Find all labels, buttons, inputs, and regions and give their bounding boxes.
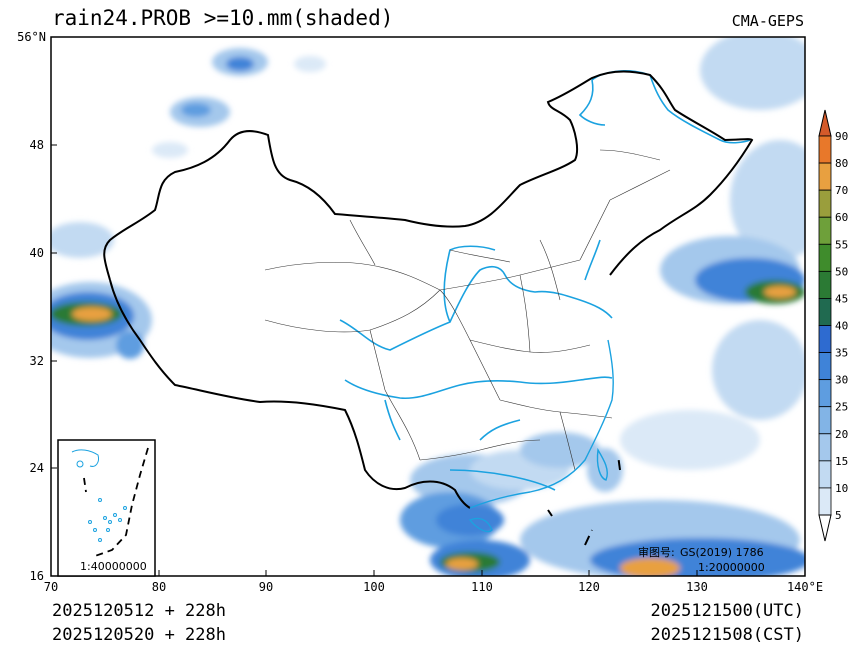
colorbar-top-arrow [818, 109, 832, 137]
colorbar-segment [818, 298, 832, 326]
colorbar-label: 50 [835, 265, 848, 278]
model-source: CMA-GEPS [731, 12, 804, 30]
y-axis: 16 24 32 40 48 56°N [17, 30, 57, 583]
map-frame [50, 36, 806, 577]
colorbar-segment [818, 352, 832, 381]
colorbar-segment [818, 433, 832, 462]
coastline [468, 339, 614, 533]
x-tick-label: 70 [44, 580, 58, 594]
colorbar-segment [818, 162, 832, 191]
colorbar-segment [818, 135, 832, 164]
colorbar-label: 15 [835, 455, 848, 468]
colorbar-label: 5 [835, 509, 842, 522]
colorbar-label: 90 [835, 130, 848, 143]
x-tick-label: 90 [259, 580, 273, 594]
x-tick-label: 110 [471, 580, 493, 594]
colorbar: 90 80 70 60 55 50 45 40 35 30 25 20 15 10 5 [818, 109, 848, 542]
init-time-utc: 2025120512 + 228h [52, 601, 226, 621]
x-tick-label: 130 [686, 580, 708, 594]
colorbar-label: 60 [835, 211, 848, 224]
colorbar-label: 25 [835, 401, 848, 414]
colorbar-segment [818, 189, 832, 218]
colorbar-segment [818, 243, 832, 272]
colorbar-segment [818, 460, 832, 489]
inset-frame [57, 439, 156, 577]
y-tick-label: 56°N [17, 30, 46, 44]
inset-scale: 1:40000000 [80, 560, 147, 573]
x-tick-label: 120 [578, 580, 600, 594]
national-boundary [103, 70, 754, 509]
x-tick-label: 80 [152, 580, 166, 594]
y-tick-label: 24 [30, 461, 44, 475]
inset-islands [71, 449, 127, 542]
colorbar-label: 80 [835, 157, 848, 170]
colorbar-segment [818, 325, 832, 353]
colorbar-label: 10 [835, 482, 848, 495]
maritime-boundary [547, 454, 621, 546]
valid-time-utc: 2025121500(UTC) [650, 601, 804, 621]
colorbar-bottom-arrow [818, 514, 832, 542]
colorbar-segment [818, 379, 832, 408]
x-axis: 70 80 90 100 110 120 130 140°E [44, 570, 823, 594]
valid-time-cst: 2025121508(CST) [650, 625, 804, 645]
y-tick-label: 32 [30, 354, 44, 368]
province-boundaries [264, 149, 671, 471]
colorbar-label: 45 [835, 292, 848, 305]
colorbar-label: 20 [835, 428, 848, 441]
init-time-cst: 2025120520 + 228h [52, 625, 226, 645]
colorbar-label: 55 [835, 238, 848, 251]
approval-label: 审图号: [638, 545, 675, 559]
map-title: rain24.PROB >=10.mm(shaded) [52, 6, 394, 30]
colorbar-segment [818, 487, 832, 516]
approval-scale: 1:20000000 [698, 561, 765, 574]
x-tick-label: 140°E [787, 580, 823, 594]
colorbar-label: 30 [835, 374, 848, 387]
colorbar-segment [818, 216, 832, 245]
inset-dashed-line [83, 447, 149, 557]
colorbar-label: 35 [835, 347, 848, 360]
colorbar-label: 70 [835, 184, 848, 197]
y-tick-label: 48 [30, 138, 44, 152]
inset-map: 1:40000000 [57, 439, 156, 577]
colorbar-label: 40 [835, 320, 848, 333]
colorbar-segment [818, 270, 832, 299]
approval-code: GS(2019) 1786 [680, 546, 764, 559]
colorbar-segment [818, 406, 832, 435]
x-tick-label: 100 [363, 580, 385, 594]
y-tick-label: 16 [30, 569, 44, 583]
y-tick-label: 40 [30, 246, 44, 260]
